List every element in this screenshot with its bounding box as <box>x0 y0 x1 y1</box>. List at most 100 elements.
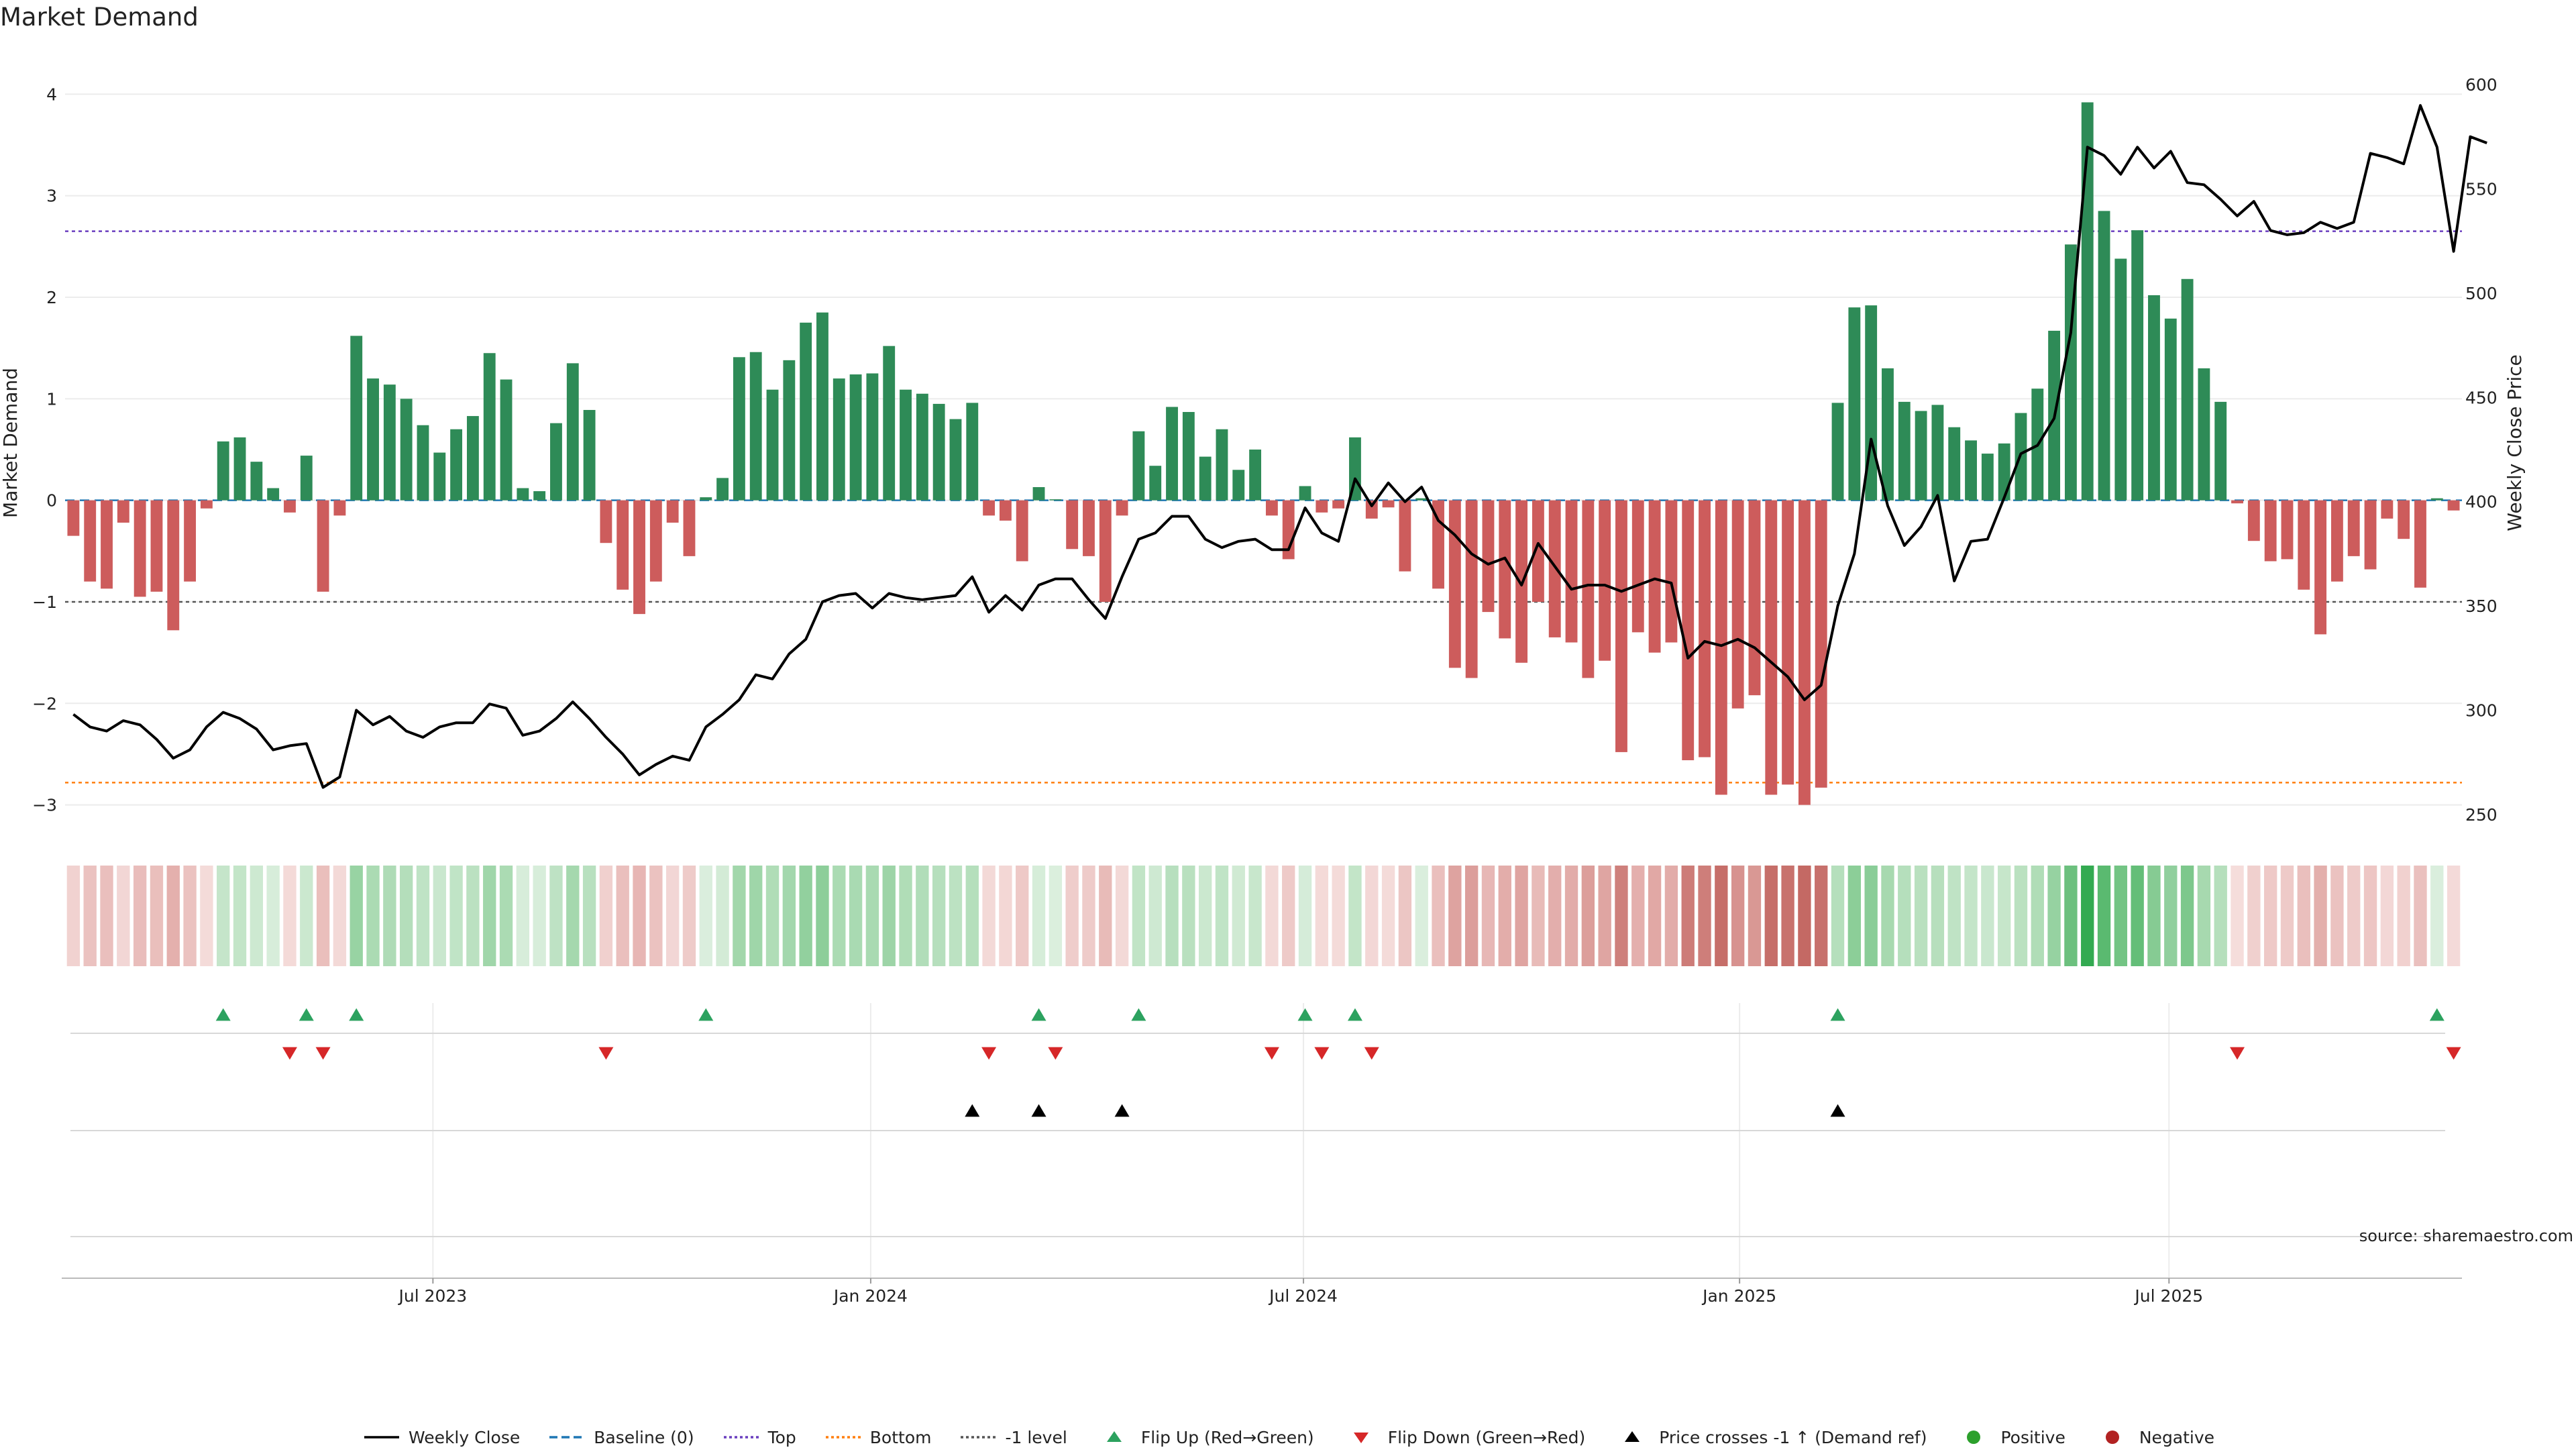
heat-cell <box>816 866 829 966</box>
heat-cell <box>2347 866 2361 966</box>
demand-bar <box>2298 500 2310 590</box>
right-y-axis-label: Weekly Close Price <box>2504 354 2526 531</box>
demand-bar <box>117 500 129 523</box>
flip-down-marker <box>2230 1047 2245 1060</box>
legend-symbol <box>2105 1431 2119 1444</box>
demand-bar <box>816 312 828 501</box>
demand-bar <box>2181 278 2194 501</box>
flip-up-marker <box>1830 1008 1845 1021</box>
demand-bar <box>517 488 529 501</box>
heat-cell <box>2047 866 2061 966</box>
legend-label: Flip Up (Red→Green) <box>1140 1427 1314 1447</box>
heat-cell <box>150 866 164 966</box>
heat-cell <box>433 866 446 966</box>
legend-item: Negative <box>2092 1427 2214 1447</box>
flip-markers-panel <box>70 1008 2461 1060</box>
heat-cell <box>1265 866 1279 966</box>
heat-cell <box>2014 866 2028 966</box>
demand-bar <box>1249 450 1262 501</box>
right-y-tick-label: 250 <box>2465 805 2498 825</box>
flip-up-marker <box>2429 1008 2445 1021</box>
demand-bar <box>1565 500 1578 643</box>
demand-bar <box>1699 500 1711 758</box>
legend-symbol <box>1353 1433 1368 1443</box>
demand-bar <box>1965 440 1977 501</box>
legend-item: Weekly Close <box>362 1427 520 1447</box>
demand-bar <box>1981 454 1994 501</box>
left-y-axis-label: Market Demand <box>0 368 21 518</box>
flip-down-marker <box>2446 1047 2461 1060</box>
heat-cell <box>1464 866 1479 966</box>
heat-cell <box>533 866 546 966</box>
heat-cell <box>649 866 663 966</box>
demand-bar <box>300 456 313 501</box>
heat-cell <box>133 866 147 966</box>
heat-cell <box>1947 866 1961 966</box>
weekly-close-line <box>72 104 2487 789</box>
flip-down-marker <box>1048 1047 1063 1060</box>
demand-bar <box>1232 470 1245 501</box>
flip-down-marker <box>282 1047 297 1060</box>
demand-bar <box>133 500 146 597</box>
demand-bar <box>200 500 213 509</box>
heat-cell <box>2081 866 2094 966</box>
x-tick-label: Jan 2025 <box>1701 1286 1776 1306</box>
demand-bar <box>1648 500 1661 653</box>
heat-cell <box>1348 866 1362 966</box>
heat-cell <box>1099 866 1112 966</box>
heat-cell <box>599 866 613 966</box>
demand-bar <box>367 378 379 501</box>
price-cross-marker <box>965 1104 980 1117</box>
demand-bar <box>1066 500 1079 550</box>
legend-symbol <box>364 1436 399 1439</box>
heat-cell <box>733 866 746 966</box>
demand-bar <box>233 437 246 501</box>
right-y-tick-label: 600 <box>2465 75 2498 95</box>
heat-cell <box>982 866 996 966</box>
heat-cell <box>2131 866 2144 966</box>
demand-heat-strip <box>66 866 2461 966</box>
heat-cell <box>2031 866 2044 966</box>
heat-cell <box>1615 866 1628 966</box>
heat-cell <box>1881 866 1894 966</box>
demand-bar <box>1831 403 1844 501</box>
demand-bar <box>184 500 197 582</box>
heat-cell <box>1798 866 1811 966</box>
heat-cell <box>1564 866 1578 966</box>
flip-up-marker <box>299 1008 314 1021</box>
heat-cell <box>2380 866 2394 966</box>
heat-cell <box>117 866 130 966</box>
heat-cell <box>1498 866 1511 966</box>
heat-cell <box>916 866 929 966</box>
demand-bar <box>566 363 579 501</box>
demand-bar <box>900 389 912 501</box>
demand-bar <box>666 500 679 523</box>
heat-cell <box>1398 866 1412 966</box>
demand-bar <box>983 500 996 516</box>
heat-cell <box>1415 866 1428 966</box>
heat-cell <box>1781 866 1794 966</box>
demand-bar <box>2264 500 2277 562</box>
heat-cell <box>66 866 80 966</box>
heat-cell <box>2064 866 2078 966</box>
right-y-tick-label: 450 <box>2465 388 2498 407</box>
heat-cell <box>449 866 463 966</box>
demand-bar <box>333 500 346 516</box>
heat-cell <box>1631 866 1645 966</box>
heat-cell <box>1332 866 1345 966</box>
demand-bar <box>2131 230 2144 501</box>
demand-bar <box>1399 500 1411 572</box>
heat-cell <box>366 866 380 966</box>
demand-bar <box>167 500 180 631</box>
legend-symbol <box>549 1436 585 1439</box>
heat-cell <box>1664 866 1678 966</box>
demand-bar <box>1049 499 1062 501</box>
heat-cell <box>2330 866 2344 966</box>
x-tick-label: Jan 2024 <box>833 1286 908 1306</box>
demand-bar <box>1332 500 1345 509</box>
demand-bar <box>1465 500 1478 678</box>
heat-cell <box>566 866 580 966</box>
heat-cell <box>1698 866 1711 966</box>
demand-bar <box>700 497 712 501</box>
heat-cell <box>999 866 1012 966</box>
